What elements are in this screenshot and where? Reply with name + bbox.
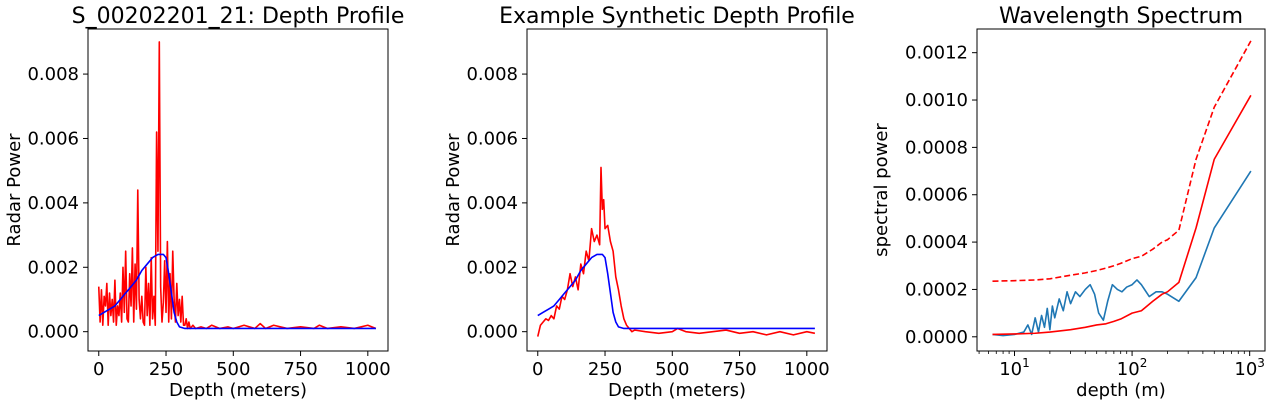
x-tick-label: 1000: [784, 359, 830, 380]
y-tick-label: 0.008: [466, 64, 518, 85]
panel-wavelength-spectrum: 101 102 103 0.0000 0.0002 0.0004 0.0006 0.0008 0…: [871, 4, 1266, 401]
y-tick-label: 0.0000: [905, 327, 968, 348]
y-tick-label: 0.0012: [905, 43, 968, 64]
x-tick-label: 750: [722, 359, 756, 380]
panel-depth-profile: 0 250 500 750 1000 0.000 0.002 0.004 0.006 0.008 S…: [4, 4, 404, 401]
y-tick-label: 0.002: [27, 257, 79, 278]
y-tick-label: 0.0008: [905, 137, 968, 158]
x-axis-label: Depth (meters): [608, 380, 746, 401]
y-tick-label: 0.0006: [905, 185, 968, 206]
x-tick-label: 1000: [345, 359, 391, 380]
series-line-1: [992, 94, 1252, 336]
axes-frame: [976, 28, 1266, 352]
x-tick-label: 750: [283, 359, 317, 380]
axes-frame: [526, 28, 828, 352]
series-line-0: [97, 41, 377, 330]
x-tick-label: 101: [999, 356, 1030, 380]
chart-title: Wavelength Spectrum: [999, 4, 1243, 29]
x-axis-label: Depth (meters): [169, 380, 307, 401]
y-tick-label: 0.000: [27, 322, 79, 343]
axes-frame: [87, 28, 389, 352]
y-tick-label: 0.000: [466, 322, 518, 343]
panel-synthetic-depth-profile: 0 250 500 750 1000 0.000 0.002 0.004 0.006 0.008 E…: [443, 4, 855, 401]
chart-title: Example Synthetic Depth Profile: [499, 4, 855, 29]
y-tick-label: 0.006: [27, 128, 79, 149]
x-tick-label: 0: [93, 359, 104, 380]
series-line-0: [536, 166, 816, 337]
series-line-2: [992, 40, 1252, 282]
chart-title: S_00202201_21: Depth Profile: [72, 4, 405, 29]
x-tick-label: 250: [588, 359, 622, 380]
y-tick-label: 0.004: [27, 193, 79, 214]
x-tick-label: 0: [532, 359, 543, 380]
x-tick-label: 250: [149, 359, 183, 380]
x-axis-label: depth (m): [1076, 380, 1166, 401]
y-axis-label: Radar Power: [443, 133, 464, 247]
x-tick-label: 500: [655, 359, 689, 380]
series-line-0: [992, 170, 1252, 337]
y-axis-label: spectral power: [871, 123, 892, 257]
series-line-1: [537, 253, 815, 330]
y-axis-label: Radar Power: [4, 133, 25, 247]
x-tick-label: 103: [1234, 356, 1265, 380]
y-tick-label: 0.008: [27, 64, 79, 85]
series-line-1: [98, 253, 376, 330]
x-tick-label: 102: [1117, 356, 1148, 380]
x-tick-label: 500: [216, 359, 250, 380]
y-tick-label: 0.0010: [905, 90, 968, 111]
y-tick-label: 0.0004: [905, 232, 968, 253]
y-tick-label: 0.0002: [905, 279, 968, 300]
y-tick-label: 0.006: [466, 128, 518, 149]
y-tick-label: 0.004: [466, 193, 518, 214]
y-tick-label: 0.002: [466, 257, 518, 278]
